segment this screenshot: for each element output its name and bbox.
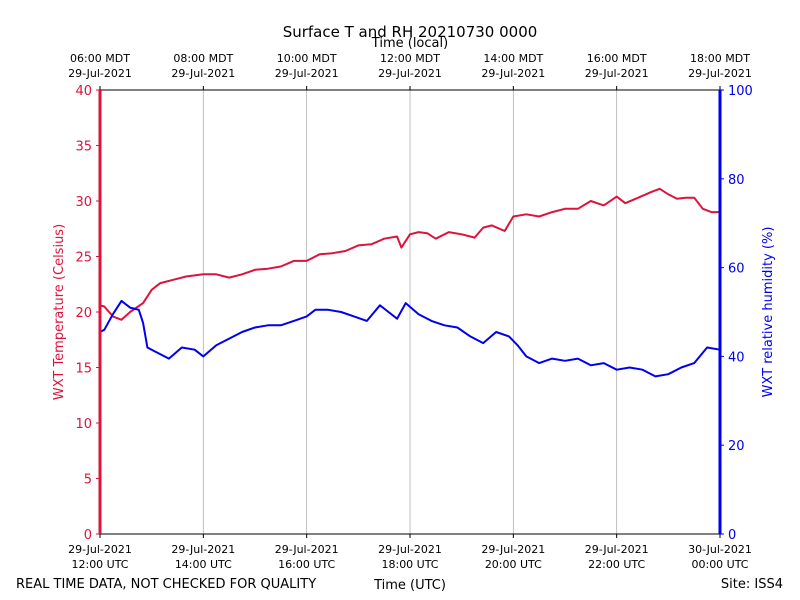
right-tick-label: 40 [728, 350, 745, 365]
left-tick-label: 0 [84, 528, 92, 543]
top-tick-label: 29-Jul-2021 [275, 67, 339, 80]
chart-title: Surface T and RH 20210730 0000 [283, 23, 538, 41]
bottom-tick-label: 29-Jul-2021 [481, 543, 545, 556]
bottom-tick-label: 14:00 UTC [175, 558, 232, 571]
site-label: Site: ISS4 [721, 577, 783, 592]
top-tick-label: 29-Jul-2021 [171, 67, 235, 80]
left-tick-label: 5 [84, 473, 92, 488]
left-tick-label: 20 [75, 306, 92, 321]
bottom-tick-label: 20:00 UTC [485, 558, 542, 571]
right-tick-label: 0 [728, 528, 736, 543]
bottom-tick-label: 29-Jul-2021 [68, 543, 132, 556]
top-tick-label: 14:00 MDT [483, 52, 543, 65]
bottom-tick-label: 12:00 UTC [71, 558, 128, 571]
top-tick-label: 29-Jul-2021 [585, 67, 649, 80]
left-tick-label: 25 [75, 251, 92, 266]
top-tick-label: 18:00 MDT [690, 52, 750, 65]
top-tick-label: 29-Jul-2021 [688, 67, 752, 80]
quality-note: REAL TIME DATA, NOT CHECKED FOR QUALITY [16, 577, 316, 592]
right-axis-label: WXT relative humidity (%) [761, 227, 776, 398]
top-tick-label: 29-Jul-2021 [68, 67, 132, 80]
right-tick-label: 60 [728, 262, 745, 277]
top-tick-label: 10:00 MDT [277, 52, 337, 65]
top-tick-label: 06:00 MDT [70, 52, 130, 65]
left-tick-label: 35 [75, 140, 92, 155]
series-layer [99, 187, 721, 378]
bottom-tick-label: 29-Jul-2021 [275, 543, 339, 556]
bottom-tick-label: 29-Jul-2021 [171, 543, 235, 556]
bottom-tick-label: 29-Jul-2021 [378, 543, 442, 556]
humidity-line [99, 299, 721, 378]
top-axis-label: Time (local) [371, 36, 448, 51]
right-tick-label: 20 [728, 439, 745, 454]
ticks-layer: 0 5 10 15 20 25 30 35 40 0 20 40 60 80 100 29-Jul-2021 1… [68, 52, 753, 571]
left-tick-label: 30 [75, 195, 92, 210]
top-tick-label: 08:00 MDT [173, 52, 233, 65]
top-tick-label: 29-Jul-2021 [378, 67, 442, 80]
bottom-tick-label: 22:00 UTC [588, 558, 645, 571]
right-tick-label: 80 [728, 173, 745, 188]
right-tick-label: 100 [728, 84, 753, 99]
bottom-tick-label: 30-Jul-2021 [688, 543, 752, 556]
left-tick-label: 15 [75, 362, 92, 377]
bottom-tick-label: 00:00 UTC [691, 558, 748, 571]
top-tick-label: 29-Jul-2021 [481, 67, 545, 80]
temperature-line [99, 187, 720, 321]
bottom-tick-label: 18:00 UTC [381, 558, 438, 571]
top-tick-label: 16:00 MDT [587, 52, 647, 65]
left-axis-label: WXT Temperature (Celsius) [52, 224, 67, 400]
left-tick-label: 10 [75, 417, 92, 432]
bottom-tick-label: 16:00 UTC [278, 558, 335, 571]
bottom-tick-label: 29-Jul-2021 [585, 543, 649, 556]
top-tick-label: 12:00 MDT [380, 52, 440, 65]
grid-layer [99, 90, 721, 534]
left-tick-label: 40 [75, 84, 92, 99]
bottom-axis-label: Time (UTC) [373, 578, 446, 593]
